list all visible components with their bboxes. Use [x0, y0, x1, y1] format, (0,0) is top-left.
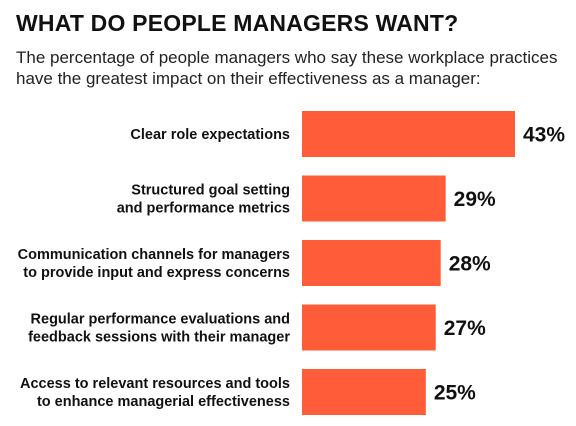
bar-3 [302, 240, 441, 286]
bar-4 [302, 304, 436, 351]
value-label-4: 27% [444, 317, 486, 340]
category-label-5: Access to relevant resources and tools to… [20, 376, 290, 410]
category-label-2: Structured goal setting and performance m… [117, 183, 290, 217]
bar-5 [302, 369, 426, 415]
value-label-2: 29% [454, 188, 496, 211]
chart-subtitle: The percentage of people managers who sa… [16, 48, 558, 88]
chart-title: WHAT DO PEOPLE MANAGERS WANT? [16, 10, 459, 36]
bar-2 [302, 175, 446, 222]
category-label-1: Clear role expectations [130, 127, 290, 143]
value-label-3: 28% [449, 253, 491, 276]
category-label-3: Communication channels for managers to pr… [18, 247, 290, 281]
category-label-4: Regular performance evaluations and feedb… [28, 312, 290, 346]
value-label-1: 43% [523, 124, 565, 147]
value-label-5: 25% [434, 382, 476, 405]
bar-1 [302, 111, 515, 157]
